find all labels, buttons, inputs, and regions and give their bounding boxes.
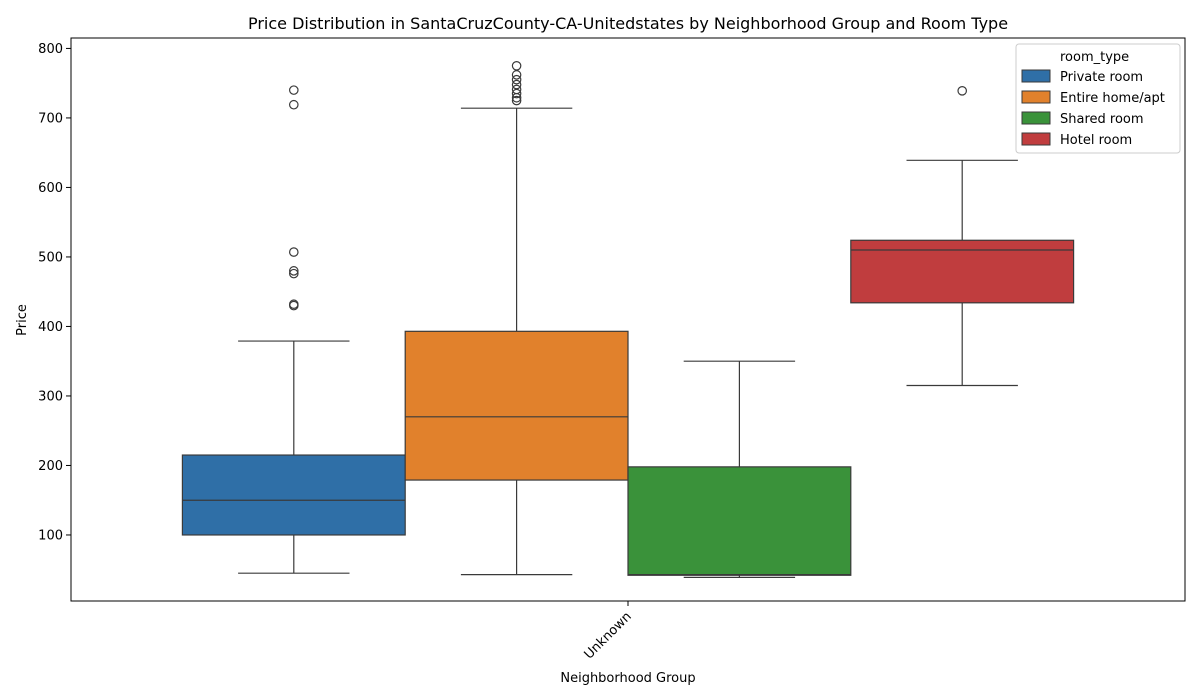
y-tick-label: 800 bbox=[38, 42, 63, 57]
legend-swatch bbox=[1021, 69, 1051, 83]
outlier-point bbox=[511, 70, 522, 80]
box-series-group bbox=[181, 61, 1075, 578]
legend-frame bbox=[1015, 43, 1181, 154]
outlier-point bbox=[288, 247, 299, 257]
legend-swatch bbox=[1021, 111, 1051, 125]
box-iqr bbox=[181, 454, 406, 536]
y-tick-label: 400 bbox=[38, 320, 63, 335]
chart-title: Price Distribution in SantaCruzCounty-CA… bbox=[248, 14, 1008, 33]
y-tick-label: 700 bbox=[38, 111, 63, 126]
outlier-point bbox=[957, 86, 967, 96]
outlier-point bbox=[511, 88, 522, 99]
legend-label: Private room bbox=[1060, 70, 1143, 85]
y-tick-label: 200 bbox=[38, 459, 63, 474]
box-iqr bbox=[850, 239, 1075, 304]
outlier-point bbox=[511, 84, 522, 95]
legend-label: Hotel room bbox=[1060, 133, 1132, 148]
y-axis-label: Price bbox=[15, 304, 30, 336]
outlier-point bbox=[511, 61, 522, 71]
x-tick-label: Unknown bbox=[582, 609, 635, 662]
outlier-point bbox=[288, 99, 299, 110]
legend-label: Entire home/apt bbox=[1060, 91, 1165, 106]
box-shared-room bbox=[627, 360, 852, 578]
outlier-point bbox=[511, 95, 522, 106]
legend-title: room_type bbox=[1060, 50, 1129, 65]
outlier-point bbox=[511, 74, 522, 85]
y-tick-label: 300 bbox=[38, 389, 63, 404]
legend-swatch bbox=[1021, 90, 1051, 104]
x-axis-label: Neighborhood Group bbox=[560, 671, 695, 686]
box-iqr bbox=[404, 330, 629, 481]
legend: room_type Private room Entire home/apt Sha… bbox=[1015, 43, 1181, 154]
outlier-point bbox=[288, 85, 299, 95]
outlier-point bbox=[288, 299, 299, 310]
outlier-point bbox=[288, 268, 299, 279]
box-private-room bbox=[181, 85, 406, 574]
box-hotel-room bbox=[850, 86, 1075, 387]
box-entire-home-apt bbox=[404, 61, 629, 576]
outlier-point bbox=[288, 266, 299, 276]
box-iqr bbox=[627, 466, 852, 576]
x-axis: Unknown bbox=[582, 601, 635, 663]
y-axis: 100 200 300 400 500 600 700 800 bbox=[38, 42, 71, 543]
legend-label: Shared room bbox=[1060, 112, 1144, 127]
y-tick-label: 500 bbox=[38, 250, 63, 265]
y-tick-label: 600 bbox=[38, 181, 63, 196]
outlier-point bbox=[511, 79, 522, 90]
legend-swatch bbox=[1021, 132, 1051, 146]
y-tick-label: 100 bbox=[38, 528, 63, 543]
